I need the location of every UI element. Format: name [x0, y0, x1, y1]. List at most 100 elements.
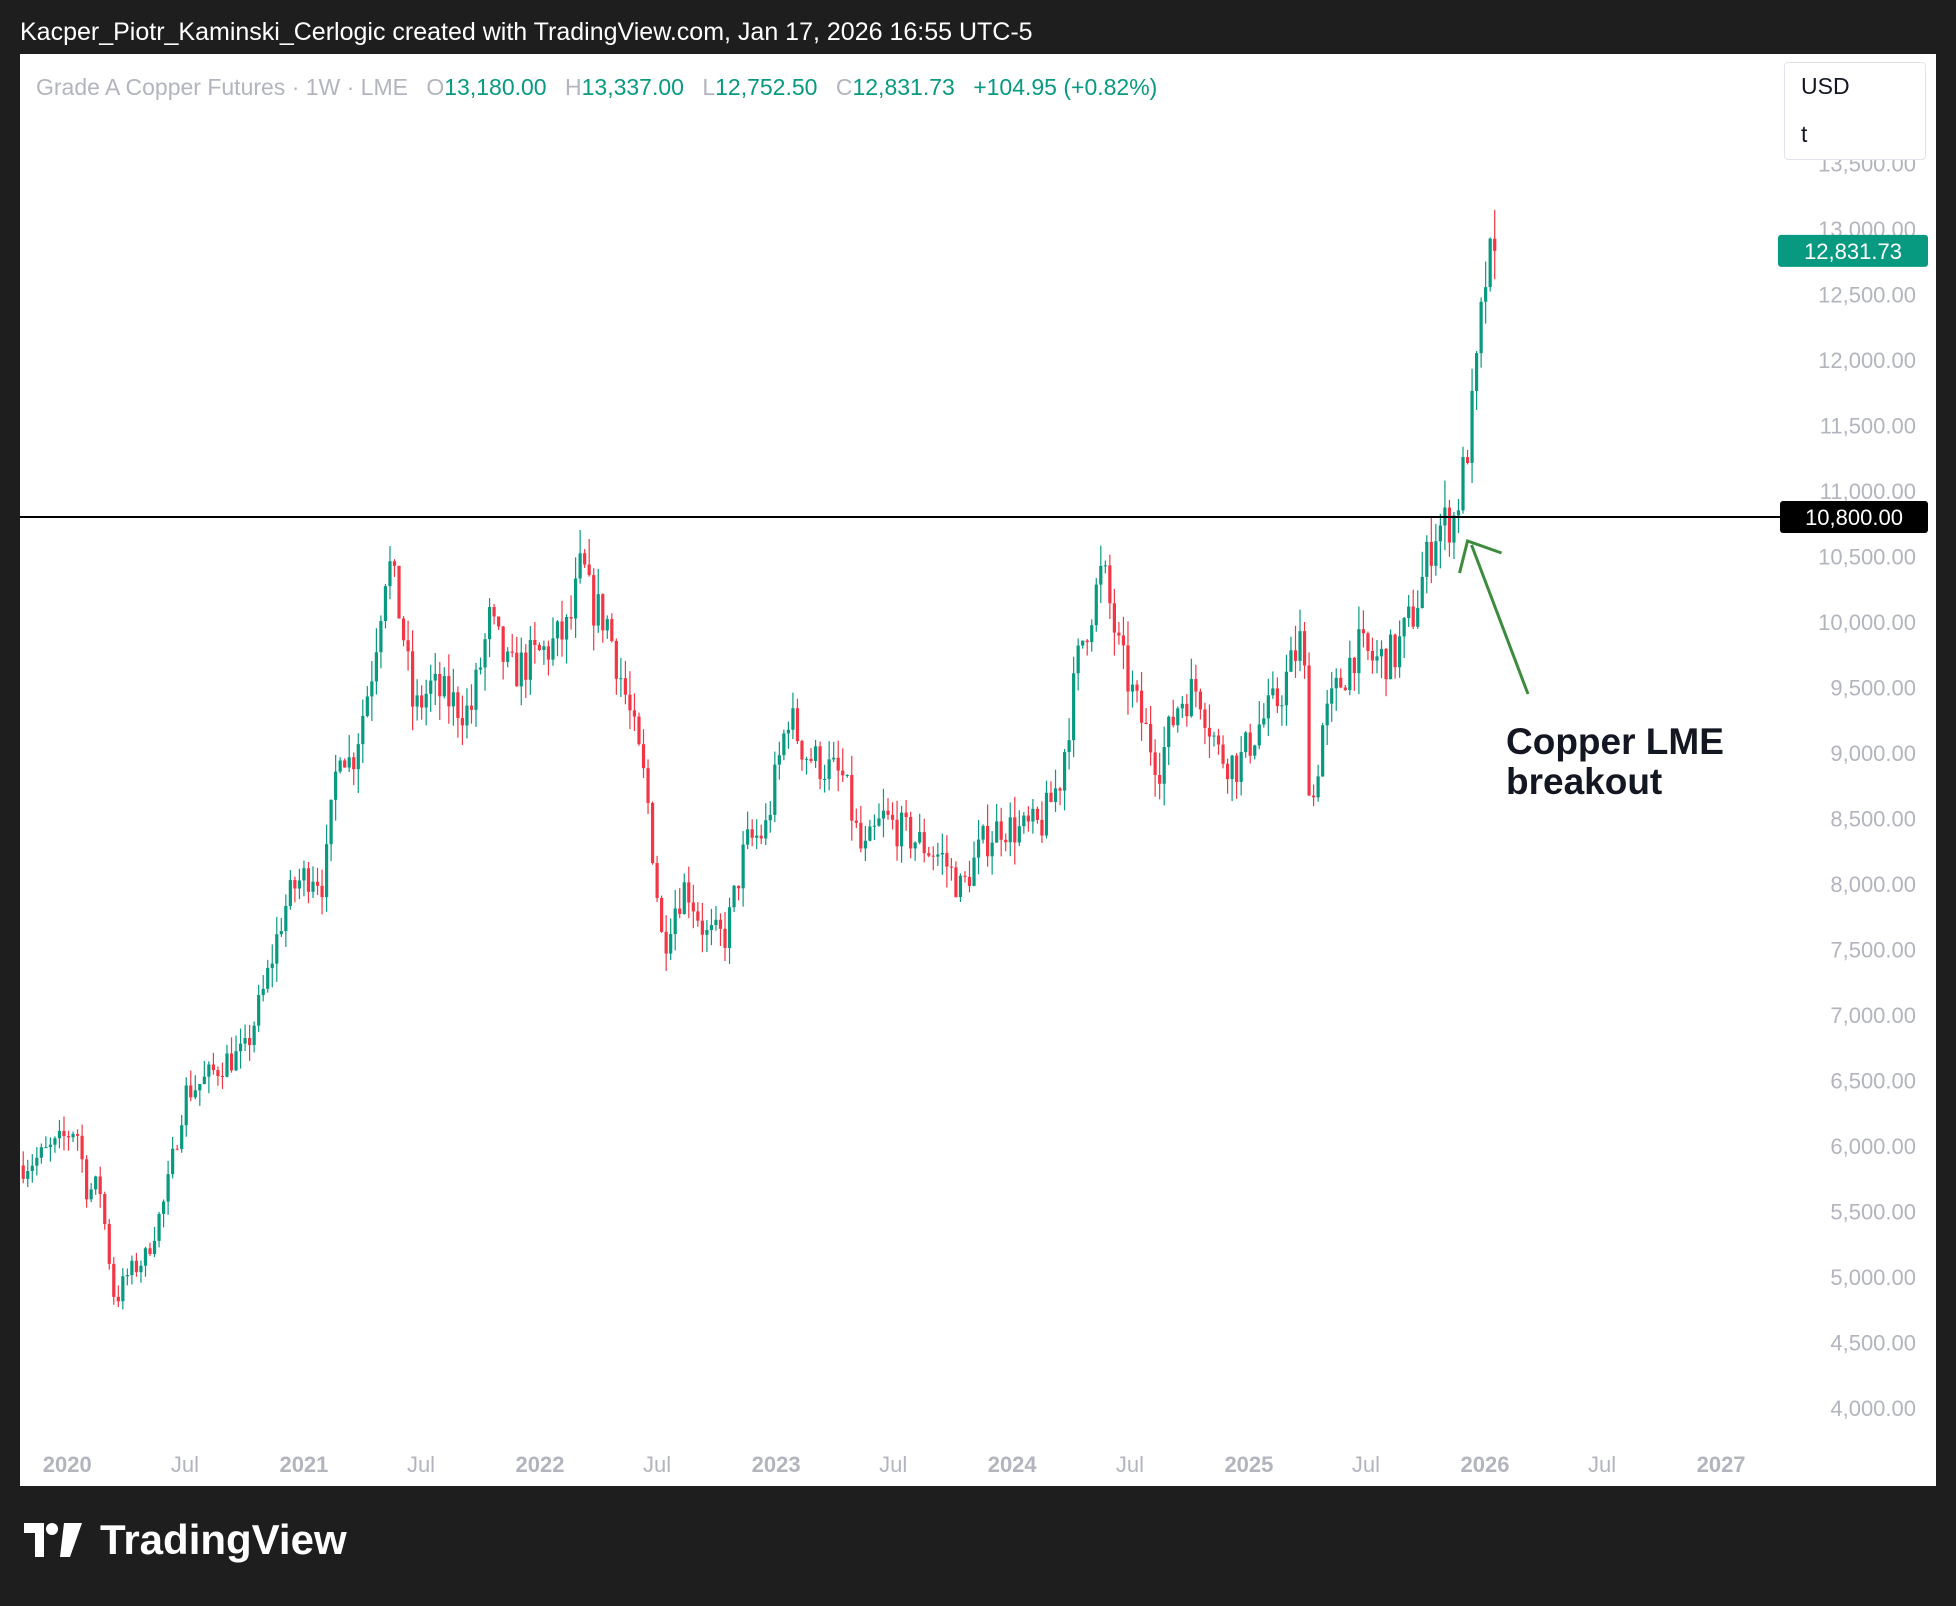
candle-body: [945, 852, 949, 867]
candle-body: [990, 842, 994, 857]
last-price-label: 12,831.73: [1804, 239, 1902, 264]
candle-body: [691, 902, 695, 912]
candle-body: [1040, 819, 1044, 836]
price-tick-label: 8,000.00: [1830, 872, 1916, 897]
candle-body: [1094, 584, 1098, 626]
candle-body: [297, 880, 302, 889]
candle-body: [1180, 703, 1184, 709]
symbol-title[interactable]: Grade A Copper Futures · 1W · LME: [36, 74, 408, 100]
candle-body: [723, 928, 727, 948]
candle-body: [216, 1070, 220, 1077]
candle-body: [515, 652, 519, 687]
unit-selector[interactable]: t: [1801, 121, 1808, 147]
candle-body: [1375, 656, 1379, 661]
candle-body: [370, 681, 374, 697]
candle-body: [112, 1263, 116, 1297]
candle-body: [1176, 708, 1180, 726]
candle-body: [57, 1130, 62, 1139]
candle-body: [180, 1125, 184, 1149]
candle-body: [999, 821, 1003, 840]
time-tick-label: Jul: [171, 1452, 199, 1477]
candle-body: [1212, 735, 1216, 737]
time-tick-label: 2026: [1461, 1452, 1510, 1477]
currency-selector[interactable]: USD: [1801, 73, 1850, 99]
candle-body: [1121, 635, 1126, 646]
candle-body: [1484, 287, 1488, 302]
candle-body: [302, 868, 306, 881]
time-tick-label: Jul: [1116, 1452, 1144, 1477]
candle-body: [872, 825, 877, 827]
candle-body: [773, 764, 777, 815]
candle-body: [1429, 541, 1433, 566]
candle-body: [293, 880, 297, 889]
candle-body: [1479, 301, 1483, 354]
candle-body: [288, 880, 292, 906]
candle-body: [1407, 606, 1411, 618]
candle-body: [592, 575, 596, 626]
candle-body: [1461, 457, 1465, 511]
candle-body: [569, 617, 573, 619]
candle-body: [904, 812, 908, 818]
candle-body: [574, 578, 578, 619]
candle-body: [62, 1130, 66, 1137]
candle-body: [886, 810, 890, 815]
candle-body: [1085, 640, 1089, 643]
candle-body: [152, 1240, 157, 1255]
candle-body: [1253, 745, 1257, 756]
candle-body: [1239, 752, 1243, 782]
candle-body: [555, 621, 560, 639]
candle-body: [696, 911, 700, 921]
candle-body: [465, 705, 469, 726]
candle-body: [238, 1043, 243, 1052]
candle-body: [1248, 732, 1252, 756]
candle-body: [487, 607, 492, 640]
candle-body: [537, 644, 541, 650]
price-tick-label: 11,500.00: [1820, 413, 1916, 438]
candle-body: [863, 840, 867, 849]
candle-body: [1280, 705, 1284, 707]
candle-body: [995, 821, 999, 843]
close-label: C: [835, 74, 853, 100]
candle-body: [48, 1144, 52, 1148]
candle-body: [795, 708, 800, 742]
candle-body: [533, 640, 537, 645]
candle-body: [225, 1053, 229, 1077]
candle-body: [714, 919, 718, 926]
price-tick-label: 10,000.00: [1818, 610, 1916, 635]
candle-body: [352, 757, 356, 770]
candle-body: [764, 820, 768, 839]
candle-body: [252, 1025, 256, 1046]
candle-body: [614, 641, 618, 679]
candle-body: [1474, 353, 1479, 391]
candle-body: [1465, 457, 1470, 463]
candle-body: [478, 667, 483, 670]
candle-body: [202, 1076, 206, 1084]
candle-body: [1302, 631, 1307, 666]
candle-body: [524, 652, 528, 680]
candle-body: [1266, 695, 1270, 719]
candle-body: [284, 905, 288, 932]
price-chart[interactable]: 4,000.00 4,500.00 5,000.00 5,500.00 6,000.00…: [20, 54, 1936, 1486]
candle-body: [850, 775, 854, 821]
candle-body: [438, 673, 442, 697]
candle-body: [1284, 671, 1289, 706]
candle-body: [1456, 510, 1461, 516]
candle-body: [660, 898, 664, 932]
candle-body: [918, 832, 922, 843]
candle-body: [868, 826, 872, 841]
candle-body: [1321, 725, 1325, 777]
price-tick-label: 8,500.00: [1830, 806, 1916, 831]
time-tick-label: Jul: [1588, 1452, 1616, 1477]
candle-body: [379, 621, 383, 653]
currency-unit-menu[interactable]: USD t: [1784, 62, 1926, 160]
candle-body: [311, 881, 315, 892]
candle-body: [1235, 755, 1239, 782]
candle-body: [963, 875, 967, 877]
candle-body: [107, 1224, 111, 1264]
candle-body: [1198, 691, 1203, 710]
tradingview-logo[interactable]: TradingView: [24, 1516, 347, 1564]
candle-body: [1348, 657, 1352, 691]
candle-body: [601, 594, 605, 631]
candle-body: [927, 853, 931, 856]
price-tick-label: 10,500.00: [1818, 544, 1916, 569]
